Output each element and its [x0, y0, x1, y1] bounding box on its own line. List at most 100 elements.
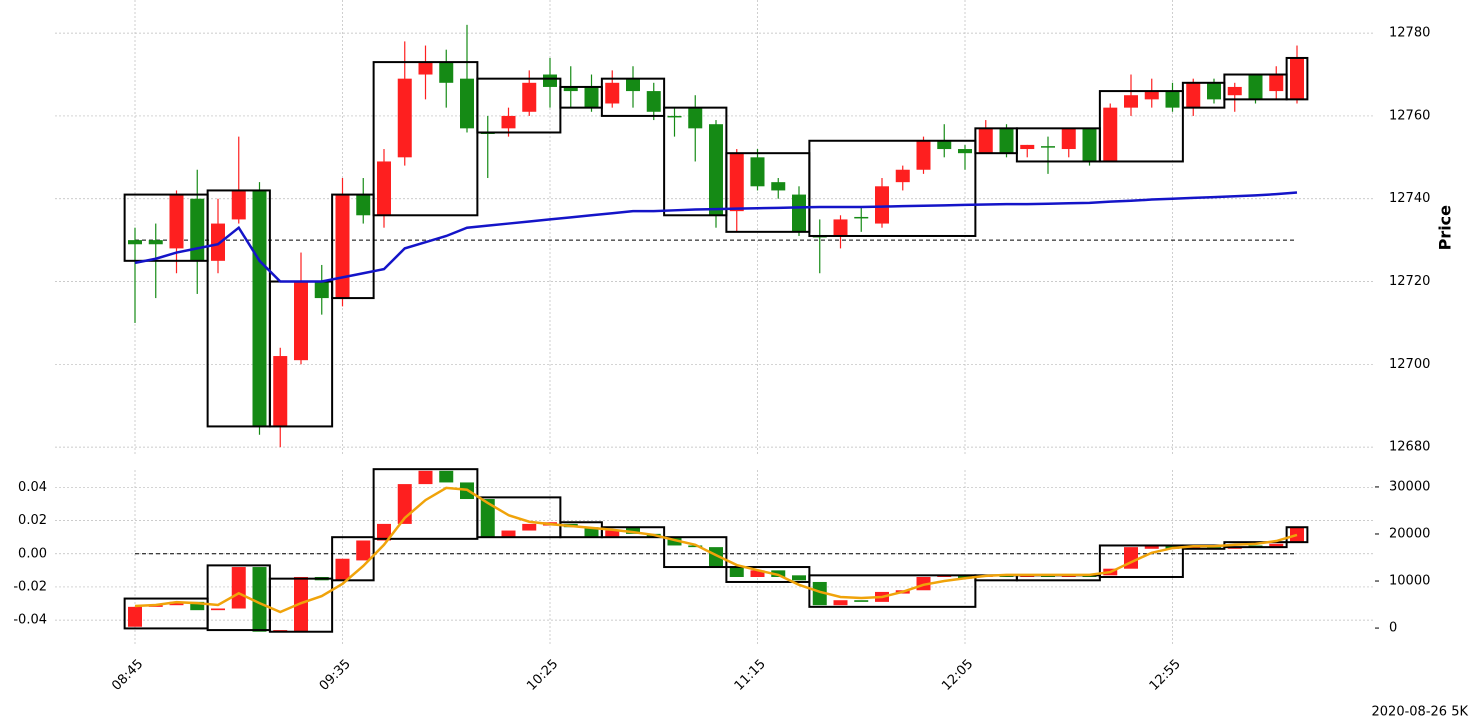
candle-body: [854, 600, 869, 602]
range-box: [476, 496, 562, 539]
candle-body: [584, 527, 599, 538]
y-tick-label: 12720: [1389, 274, 1430, 289]
candle-body: [916, 140, 931, 170]
candle-body: [1186, 82, 1201, 108]
candle-body: [1269, 74, 1284, 92]
y-tick-label: 12740: [1389, 191, 1430, 206]
y-tick-label: -0.04: [13, 613, 47, 628]
candle-body: [1082, 128, 1097, 162]
range-box: [1285, 526, 1309, 544]
candle-body: [439, 62, 454, 83]
y-tick-label: -0.02: [13, 579, 47, 594]
candle-body: [688, 545, 703, 548]
range-box: [808, 139, 977, 237]
candle-body: [792, 575, 806, 581]
range-box: [372, 61, 479, 217]
candle-body: [460, 78, 474, 129]
y-tick-label: 12700: [1389, 357, 1430, 372]
y-tick-label: 0.02: [18, 513, 47, 528]
candle-body: [729, 153, 744, 212]
x-tick-label: 09:35: [317, 657, 354, 694]
candle-body: [833, 600, 848, 606]
candle-body: [854, 216, 869, 219]
candle-body: [709, 124, 723, 216]
candle-body: [563, 86, 578, 92]
candle-body: [1290, 57, 1304, 100]
candle-body: [792, 194, 806, 232]
candle-body: [605, 530, 620, 538]
y-tick-label: 0.00: [18, 546, 47, 561]
candle-body: [1020, 144, 1035, 150]
candle-body: [128, 606, 142, 627]
candle-body: [1227, 86, 1242, 96]
y-tick-label: 12760: [1389, 108, 1430, 123]
x-tick-label: 08:45: [109, 657, 146, 694]
candle-body: [1124, 95, 1138, 108]
candle-body: [356, 540, 371, 561]
range-box: [331, 193, 375, 300]
y-tick-label: 12680: [1389, 440, 1430, 455]
candle-body: [688, 107, 703, 129]
candle-body: [937, 140, 952, 150]
candle-body: [626, 527, 640, 534]
candle-body: [522, 523, 537, 531]
candle-body: [501, 530, 516, 538]
candle-body: [169, 194, 184, 249]
candle-body: [231, 567, 246, 609]
y-axis-label: Price: [1436, 205, 1455, 251]
candle-body: [397, 78, 412, 158]
candle-body: [169, 601, 184, 606]
candle-body: [958, 149, 972, 154]
candle-body: [1165, 91, 1180, 108]
candle-body: [543, 74, 557, 87]
candle-body: [335, 194, 350, 299]
candle-body: [729, 567, 744, 577]
range-box: [1285, 56, 1309, 101]
candle-body: [1144, 91, 1159, 100]
candle-body: [314, 281, 329, 299]
candle-body: [584, 86, 599, 108]
candle-body: [895, 169, 910, 183]
candle-body: [273, 356, 288, 427]
candle-body: [1290, 527, 1304, 543]
y-tick-label: 0: [1389, 621, 1397, 636]
candle-body: [231, 190, 246, 220]
candle-body: [750, 570, 765, 577]
range-box: [600, 526, 666, 539]
range-box: [331, 536, 375, 582]
candle-body: [148, 240, 163, 245]
candle-body: [1207, 82, 1221, 100]
candle-body: [377, 161, 391, 216]
y-tick-label: 30000: [1389, 479, 1430, 494]
candle-body: [750, 157, 765, 187]
range-box: [1098, 90, 1184, 163]
candle-body: [1144, 545, 1159, 549]
candle-body: [605, 82, 620, 104]
candle-body: [480, 499, 495, 538]
candle-body: [418, 470, 433, 485]
candle-body: [335, 558, 350, 581]
candle-body: [501, 115, 516, 129]
candle-body: [211, 608, 225, 611]
range-box: [663, 536, 728, 569]
candle-body: [211, 223, 225, 261]
candle-body: [1103, 107, 1118, 162]
y-tick-label: 10000: [1389, 574, 1430, 589]
x-tick-label: 10:25: [524, 657, 561, 694]
y-tick-label: 12780: [1389, 26, 1430, 41]
candle-body: [667, 115, 682, 118]
x-tick-label: 12:55: [1147, 657, 1184, 694]
candle-body: [1248, 74, 1263, 100]
candle-body: [190, 198, 205, 261]
candle-body: [999, 128, 1014, 154]
footer: 2020-08-26 5K: [1372, 705, 1469, 720]
range-box: [600, 77, 666, 117]
candle-body: [1269, 543, 1284, 548]
candle-body: [439, 470, 454, 483]
range-box: [808, 574, 977, 608]
candle-body: [771, 182, 786, 191]
range-box: [1098, 544, 1184, 578]
candle-body: [377, 523, 391, 541]
candle-body: [812, 581, 827, 606]
